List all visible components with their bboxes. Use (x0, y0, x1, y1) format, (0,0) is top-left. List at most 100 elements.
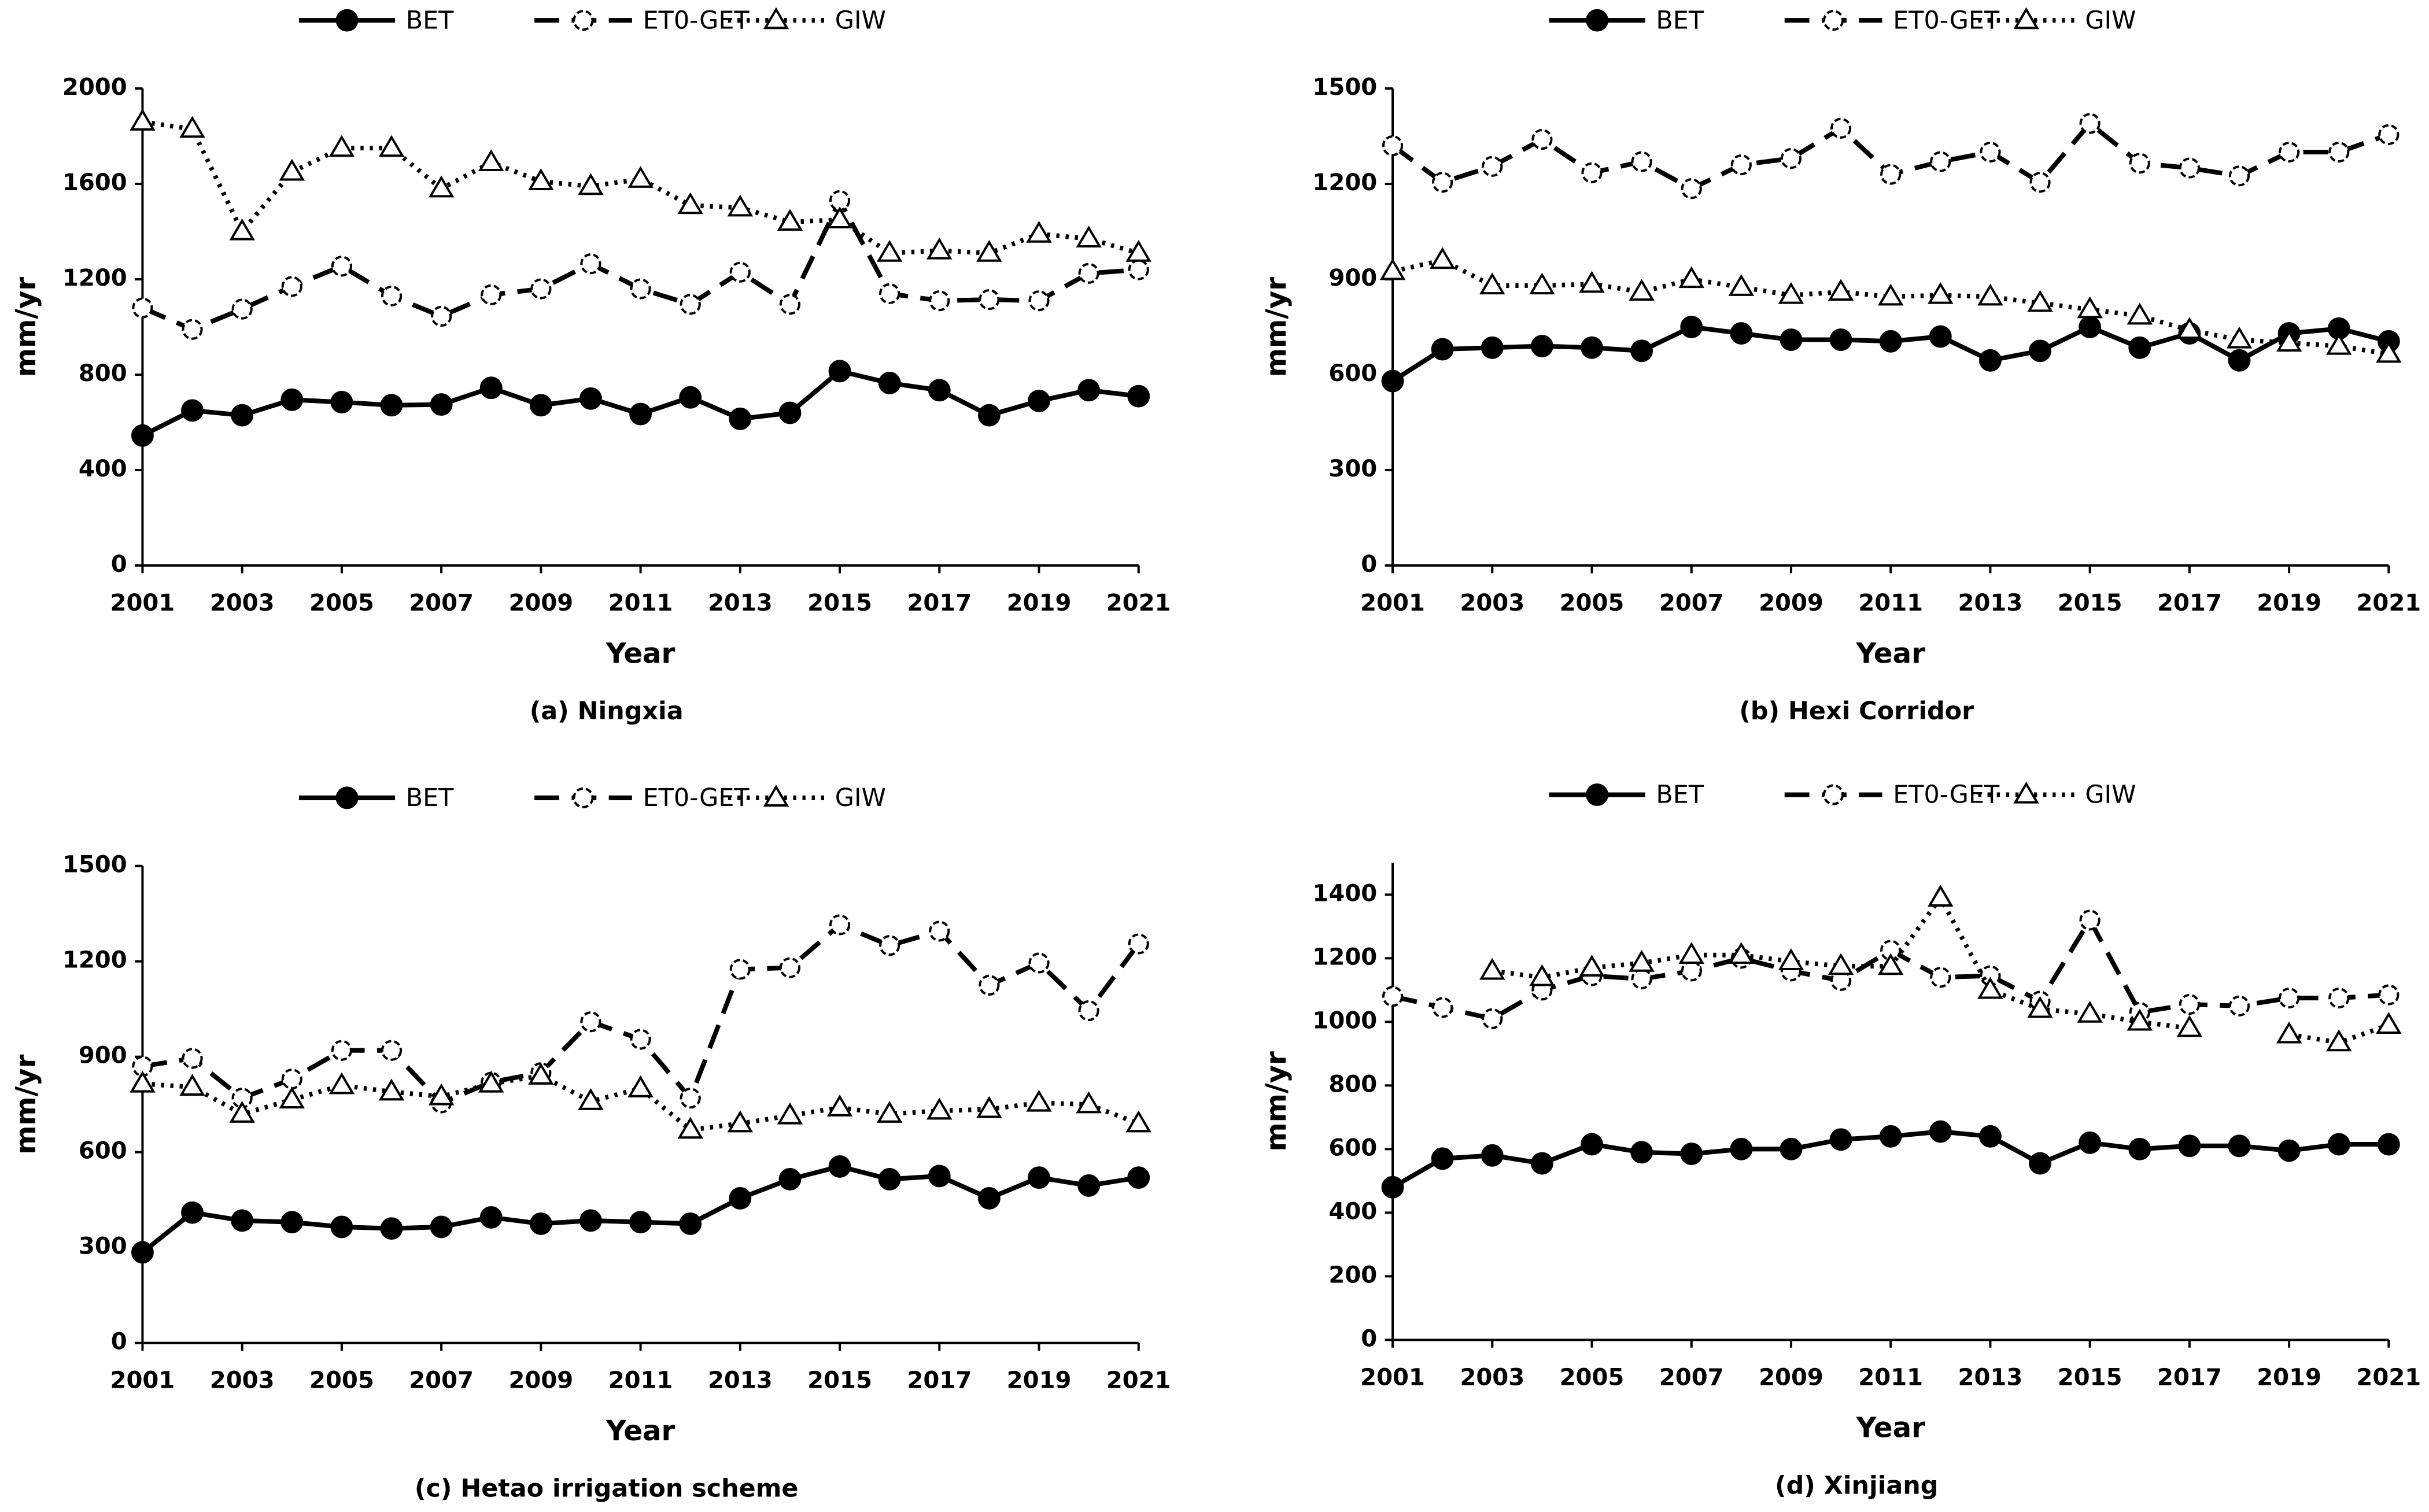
data-point (1028, 952, 1050, 974)
data-point (2276, 1021, 2302, 1044)
data-point (878, 1168, 901, 1191)
data-point (1930, 967, 1951, 988)
data-point (229, 218, 255, 241)
data-point (2376, 341, 2402, 363)
data-point (529, 394, 552, 417)
data-point (479, 376, 503, 400)
data-point (1630, 1141, 1653, 1164)
data-point (1828, 279, 1854, 301)
data-point (1830, 970, 1852, 991)
data-point (328, 1072, 355, 1095)
y-tick-label: 800 (79, 360, 127, 387)
x-tick-label: 2001 (110, 590, 175, 616)
data-point (1778, 948, 1804, 970)
x-tick-label: 2015 (2058, 590, 2122, 616)
data-point (2179, 993, 2200, 1015)
data-point (778, 401, 802, 424)
data-point (1877, 953, 1904, 975)
data-point (2328, 141, 2350, 163)
data-point (578, 1088, 604, 1110)
x-tick-label: 2019 (2257, 1364, 2321, 1391)
data-point (627, 166, 654, 188)
data-point (627, 1075, 654, 1097)
y-tick-label: 0 (111, 551, 127, 578)
data-point (677, 192, 703, 215)
y-tick-label: 300 (79, 1233, 127, 1260)
data-point (1026, 1089, 1052, 1112)
chart-title: (c) Hetao irrigation scheme (415, 1474, 799, 1503)
y-tick-label: 1500 (62, 852, 127, 878)
data-point (2226, 326, 2253, 349)
chart-title: (d) Xinjiang (1775, 1471, 1938, 1500)
data-point (878, 372, 901, 394)
data-point (1728, 274, 1755, 296)
data-point (231, 1209, 254, 1232)
data-point (727, 194, 754, 217)
data-point (828, 360, 851, 383)
data-point (2277, 1139, 2301, 1162)
data-point (1481, 1144, 1504, 1167)
data-point (1728, 942, 1755, 964)
data-point (1680, 316, 1703, 338)
data-point (378, 1078, 405, 1101)
y-tick-label: 600 (79, 1138, 127, 1165)
data-point (528, 168, 554, 191)
x-axis-title: Year (1855, 1412, 1925, 1444)
x-tick-label: 2019 (1007, 590, 1072, 616)
data-point (727, 1110, 754, 1133)
data-point (1078, 263, 1099, 284)
data-point (231, 298, 253, 320)
legend-marker (763, 7, 789, 29)
data-point (330, 391, 353, 413)
data-point (729, 407, 752, 430)
data-point (926, 237, 953, 260)
legend-marker (335, 9, 359, 32)
y-axis-title: mm/yr (1260, 1051, 1293, 1151)
data-point (876, 1100, 903, 1123)
data-point (1879, 330, 1902, 353)
data-point (976, 239, 1002, 262)
legend-label: BET (1656, 781, 1704, 809)
data-point (1681, 178, 1702, 199)
data-point (976, 1096, 1002, 1118)
x-tick-label: 2001 (110, 1367, 175, 1394)
data-point (331, 1040, 352, 1061)
y-tick-label: 1200 (62, 947, 127, 974)
data-point (428, 1083, 455, 1106)
data-point (629, 1211, 652, 1234)
data-point (2228, 349, 2251, 372)
data-point (182, 319, 203, 340)
x-axis-title: Year (606, 637, 675, 670)
x-tick-label: 2003 (210, 1367, 275, 1394)
data-point (1482, 1008, 1503, 1029)
data-point (1828, 953, 1854, 975)
data-point (478, 149, 504, 172)
data-point (729, 1187, 752, 1210)
y-tick-label: 1400 (1312, 880, 1377, 907)
data-point (1877, 283, 1904, 306)
data-point (1928, 885, 1954, 907)
legend-marker (2013, 7, 2039, 29)
data-point (1028, 1166, 1050, 1189)
legend-label: GIW (2085, 781, 2136, 809)
data-point (131, 424, 154, 447)
data-point (1076, 1091, 1102, 1114)
data-point (381, 1040, 403, 1061)
x-tick-label: 2013 (1958, 1364, 2023, 1391)
x-tick-label: 2009 (1759, 590, 1823, 616)
data-point (829, 914, 851, 936)
data-point (1780, 328, 1803, 351)
data-point (1730, 322, 1753, 345)
chart-title: (b) Hexi Corridor (1739, 697, 1974, 726)
data-point (2079, 910, 2101, 931)
x-tick-label: 2007 (1659, 1364, 1724, 1391)
data-point (1382, 986, 1404, 1007)
data-point (826, 1094, 853, 1117)
x-tick-label: 2007 (1659, 590, 1724, 616)
data-point (2179, 157, 2200, 179)
x-tick-label: 2019 (2257, 590, 2321, 616)
data-point (1678, 942, 1704, 964)
data-point (380, 1217, 403, 1240)
data-point (679, 386, 702, 409)
